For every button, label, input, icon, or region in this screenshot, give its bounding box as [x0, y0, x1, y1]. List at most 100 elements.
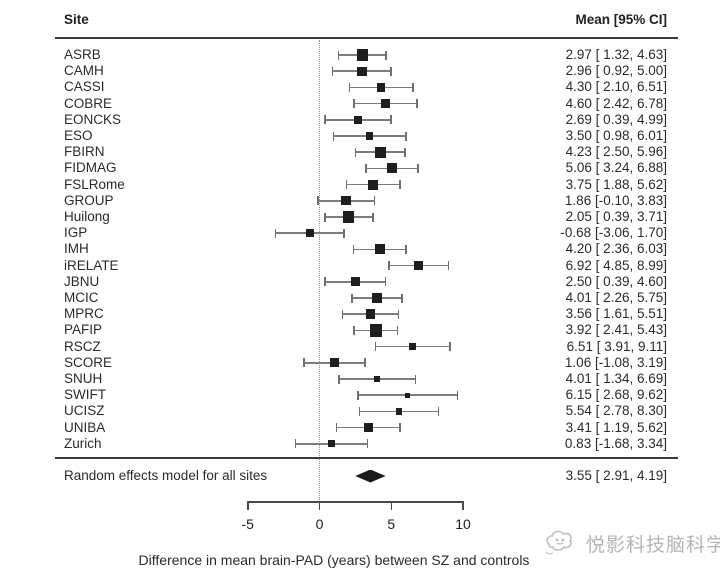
- ci-cap-left: [317, 196, 319, 206]
- mean-square: [366, 132, 374, 140]
- mean-square: [354, 115, 363, 124]
- ci-value: 4.60 [ 2.42, 6.78]: [565, 95, 667, 111]
- site-label: GROUP: [64, 192, 114, 208]
- site-label: IMH: [64, 241, 89, 257]
- mean-square: [405, 392, 411, 398]
- ci-cap-left: [357, 390, 359, 400]
- mean-square: [374, 244, 385, 255]
- x-axis-title: Difference in mean brain-PAD (years) bet…: [138, 552, 530, 568]
- ci-cap-right: [437, 406, 440, 416]
- x-axis-tick-label: 0: [315, 516, 324, 532]
- site-column-header: Site: [64, 12, 89, 27]
- ci-cap-right: [404, 147, 406, 157]
- ci-cap-right: [390, 66, 393, 76]
- mean-square: [368, 179, 379, 190]
- site-label: UCISZ: [64, 403, 105, 419]
- ci-cap-right: [343, 228, 345, 238]
- ci-cap-right: [456, 390, 459, 400]
- mean-square: [364, 423, 373, 432]
- mean-square: [369, 324, 382, 337]
- x-axis-tick: [247, 501, 249, 510]
- ci-value: 3.41 [ 1.19, 5.62]: [565, 419, 667, 435]
- mean-square: [343, 211, 355, 223]
- ci-cap-left: [352, 244, 355, 254]
- site-label: FIDMAG: [64, 160, 117, 176]
- watermark-logo-icon: [545, 530, 572, 555]
- ci-value: 5.54 [ 2.78, 8.30]: [565, 403, 667, 419]
- ci-cap-right: [415, 99, 418, 109]
- ci-cap-right: [373, 196, 376, 206]
- ci-cap-left: [332, 131, 335, 141]
- mean-square: [373, 375, 381, 383]
- ci-value: 6.51 [ 3.91, 9.11]: [566, 338, 667, 354]
- site-label: JBNU: [64, 273, 100, 289]
- ci-value: 4.30 [ 2.10, 6.51]: [565, 79, 667, 95]
- ci-cap-left: [353, 99, 356, 109]
- ci-value: 5.06 [ 3.24, 6.88]: [565, 160, 667, 176]
- site-label: COBRE: [64, 95, 113, 111]
- ci-cap-right: [399, 423, 401, 433]
- ci-cap-right: [414, 374, 417, 384]
- site-label: Zurich: [64, 435, 102, 451]
- site-label: IGP: [64, 225, 88, 241]
- mean-square: [356, 49, 368, 61]
- ci-cap-left: [348, 82, 351, 92]
- site-label: SWIFT: [64, 387, 106, 403]
- ci-cap-right: [417, 163, 420, 173]
- ci-cap-right: [449, 342, 452, 352]
- ci-cap-left: [294, 439, 297, 449]
- ci-cap-left: [354, 147, 357, 157]
- ci-cap-left: [358, 406, 361, 416]
- ci-value: 2.50 [ 0.39, 4.60]: [565, 273, 667, 289]
- site-label: PAFIP: [64, 322, 103, 338]
- summary-separator-rule: [55, 457, 678, 459]
- ci-value: 4.01 [ 2.26, 5.75]: [565, 290, 667, 305]
- ci-cap-right: [396, 325, 399, 335]
- ci-cap-left: [331, 66, 334, 76]
- summary-label: Random effects model for all sites: [64, 468, 268, 483]
- x-axis-tick-label: 10: [455, 516, 471, 532]
- summary-diamond: [355, 469, 386, 483]
- site-label: Huilong: [64, 209, 110, 224]
- mean-square: [395, 408, 403, 415]
- ci-cap-left: [274, 228, 277, 238]
- ci-value: 4.01 [ 1.34, 6.69]: [565, 371, 667, 386]
- ci-cap-right: [390, 115, 392, 125]
- zero-reference-line: [319, 40, 320, 502]
- ci-cap-left: [388, 261, 390, 271]
- site-label: RSCZ: [64, 338, 101, 354]
- site-label: SCORE: [64, 354, 113, 370]
- ci-cap-left: [345, 180, 348, 190]
- mean-square: [327, 440, 336, 448]
- site-label: iRELATE: [64, 257, 119, 273]
- x-axis-tick: [318, 501, 321, 510]
- site-label: FSLRome: [64, 176, 125, 192]
- header-rule: [55, 37, 678, 39]
- ci-cap-right: [401, 293, 403, 303]
- mean-square: [371, 292, 383, 304]
- site-label: FBIRN: [64, 144, 105, 160]
- watermark-text: 悦影科技脑科学: [586, 534, 720, 556]
- ci-cap-right: [404, 131, 407, 141]
- ci-value: 3.56 [ 1.61, 5.51]: [565, 306, 667, 322]
- mean-ci-column-header: Mean [95% CI]: [575, 12, 667, 27]
- mean-square: [357, 66, 367, 76]
- site-label: EONCKS: [64, 111, 122, 127]
- ci-cap-left: [337, 374, 340, 384]
- site-label: CASSI: [64, 79, 105, 95]
- ci-cap-right: [397, 309, 400, 319]
- ci-value: 4.23 [ 2.50, 5.96]: [565, 144, 667, 160]
- ci-value: 1.06 [-1.08, 3.19]: [564, 354, 667, 370]
- ci-cap-left: [324, 212, 326, 222]
- ci-cap-left: [365, 163, 367, 173]
- summary-value: 3.55 [ 2.91, 4.19]: [565, 468, 667, 483]
- site-label: CAMH: [64, 63, 104, 79]
- ci-value: 4.20 [ 2.36, 6.03]: [565, 241, 667, 257]
- x-axis-line: [247, 501, 463, 503]
- ci-cap-right: [366, 439, 369, 449]
- ci-cap-right: [384, 277, 387, 287]
- ci-cap-right: [371, 212, 374, 222]
- site-label: MPRC: [64, 306, 104, 322]
- ci-cap-right: [405, 244, 407, 254]
- ci-cap-right: [364, 358, 367, 368]
